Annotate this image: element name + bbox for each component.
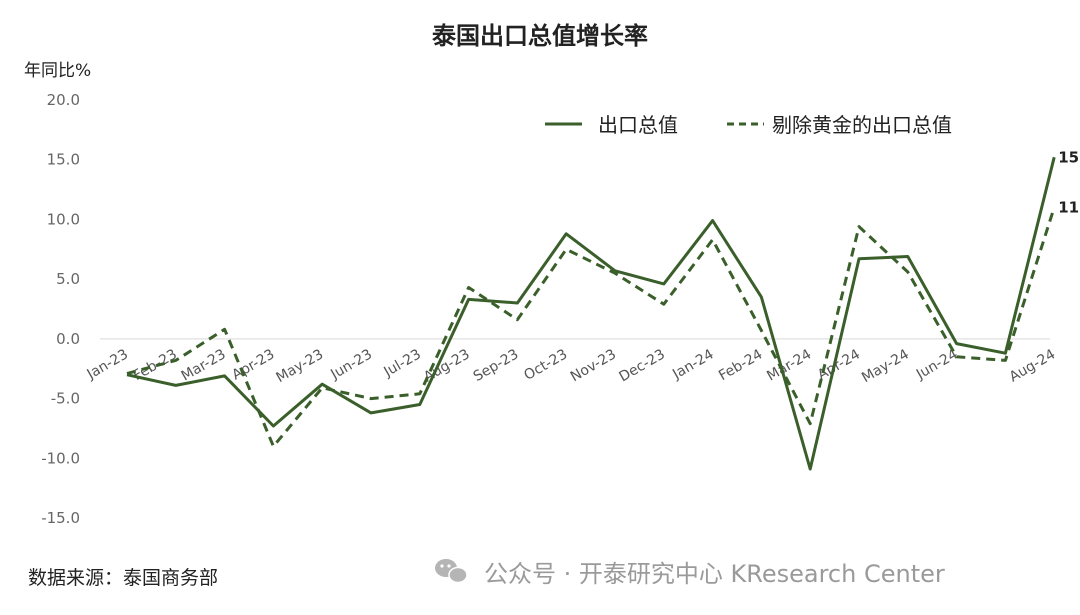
x-tick-label: Nov-23: [568, 346, 619, 385]
x-tick-label: Jan-23: [84, 346, 131, 383]
x-tick-label: Aug-24: [1007, 346, 1059, 385]
x-tick-label: Dec-23: [617, 346, 668, 385]
x-tick-label: Aug-23: [421, 346, 472, 385]
y-axis-ticks: 20.0 15.0 10.0 5.0 0.0 -5.0 -10.0 -15.0: [41, 91, 80, 527]
legend-label-ex-gold: 剔除黄金的出口总值: [772, 113, 952, 137]
x-tick-label: Oct-23: [521, 346, 570, 383]
x-tick-label: Jun-23: [327, 346, 375, 383]
x-tick-label: Apr-23: [229, 346, 277, 383]
x-tick-label: Feb-24: [716, 346, 765, 384]
x-tick-label: Jun-24: [913, 346, 961, 383]
wechat-icon: [435, 559, 468, 584]
series-line-ex-gold-exports: [126, 207, 1056, 448]
x-tick-label: Jul-23: [380, 346, 423, 380]
x-tick-label: Sep-23: [471, 346, 522, 384]
x-tick-label: Apr-24: [815, 346, 863, 383]
y-tick-label: 10.0: [47, 210, 80, 228]
y-tick-label: 20.0: [47, 91, 80, 109]
x-tick-label: May-24: [859, 346, 912, 386]
y-axis-unit-label: 年同比%: [24, 61, 91, 81]
x-tick-label: Jan-24: [669, 346, 716, 383]
end-value-label: 15.2: [1058, 148, 1080, 166]
end-value-labels: 15.2 11.0: [1058, 148, 1080, 216]
y-tick-label: 5.0: [56, 270, 80, 288]
legend: 出口总值 剔除黄金的出口总值: [545, 113, 952, 137]
y-tick-label: 0.0: [56, 330, 80, 348]
x-tick-label: May-23: [274, 346, 327, 386]
watermark-text: 公众号 · 开泰研究中心 KResearch Center: [484, 560, 945, 588]
series-line-total-exports: [126, 156, 1056, 471]
y-tick-label: -5.0: [51, 390, 80, 408]
y-tick-label: -10.0: [41, 449, 80, 467]
chart-title: 泰国出口总值增长率: [432, 22, 648, 50]
source-note: 数据来源：泰国商务部: [28, 567, 218, 589]
end-value-label: 11.0: [1058, 198, 1080, 216]
y-tick-label: -15.0: [41, 509, 80, 527]
legend-label-total: 出口总值: [598, 113, 678, 137]
y-tick-label: 15.0: [47, 151, 80, 169]
series-lines: [126, 156, 1056, 471]
